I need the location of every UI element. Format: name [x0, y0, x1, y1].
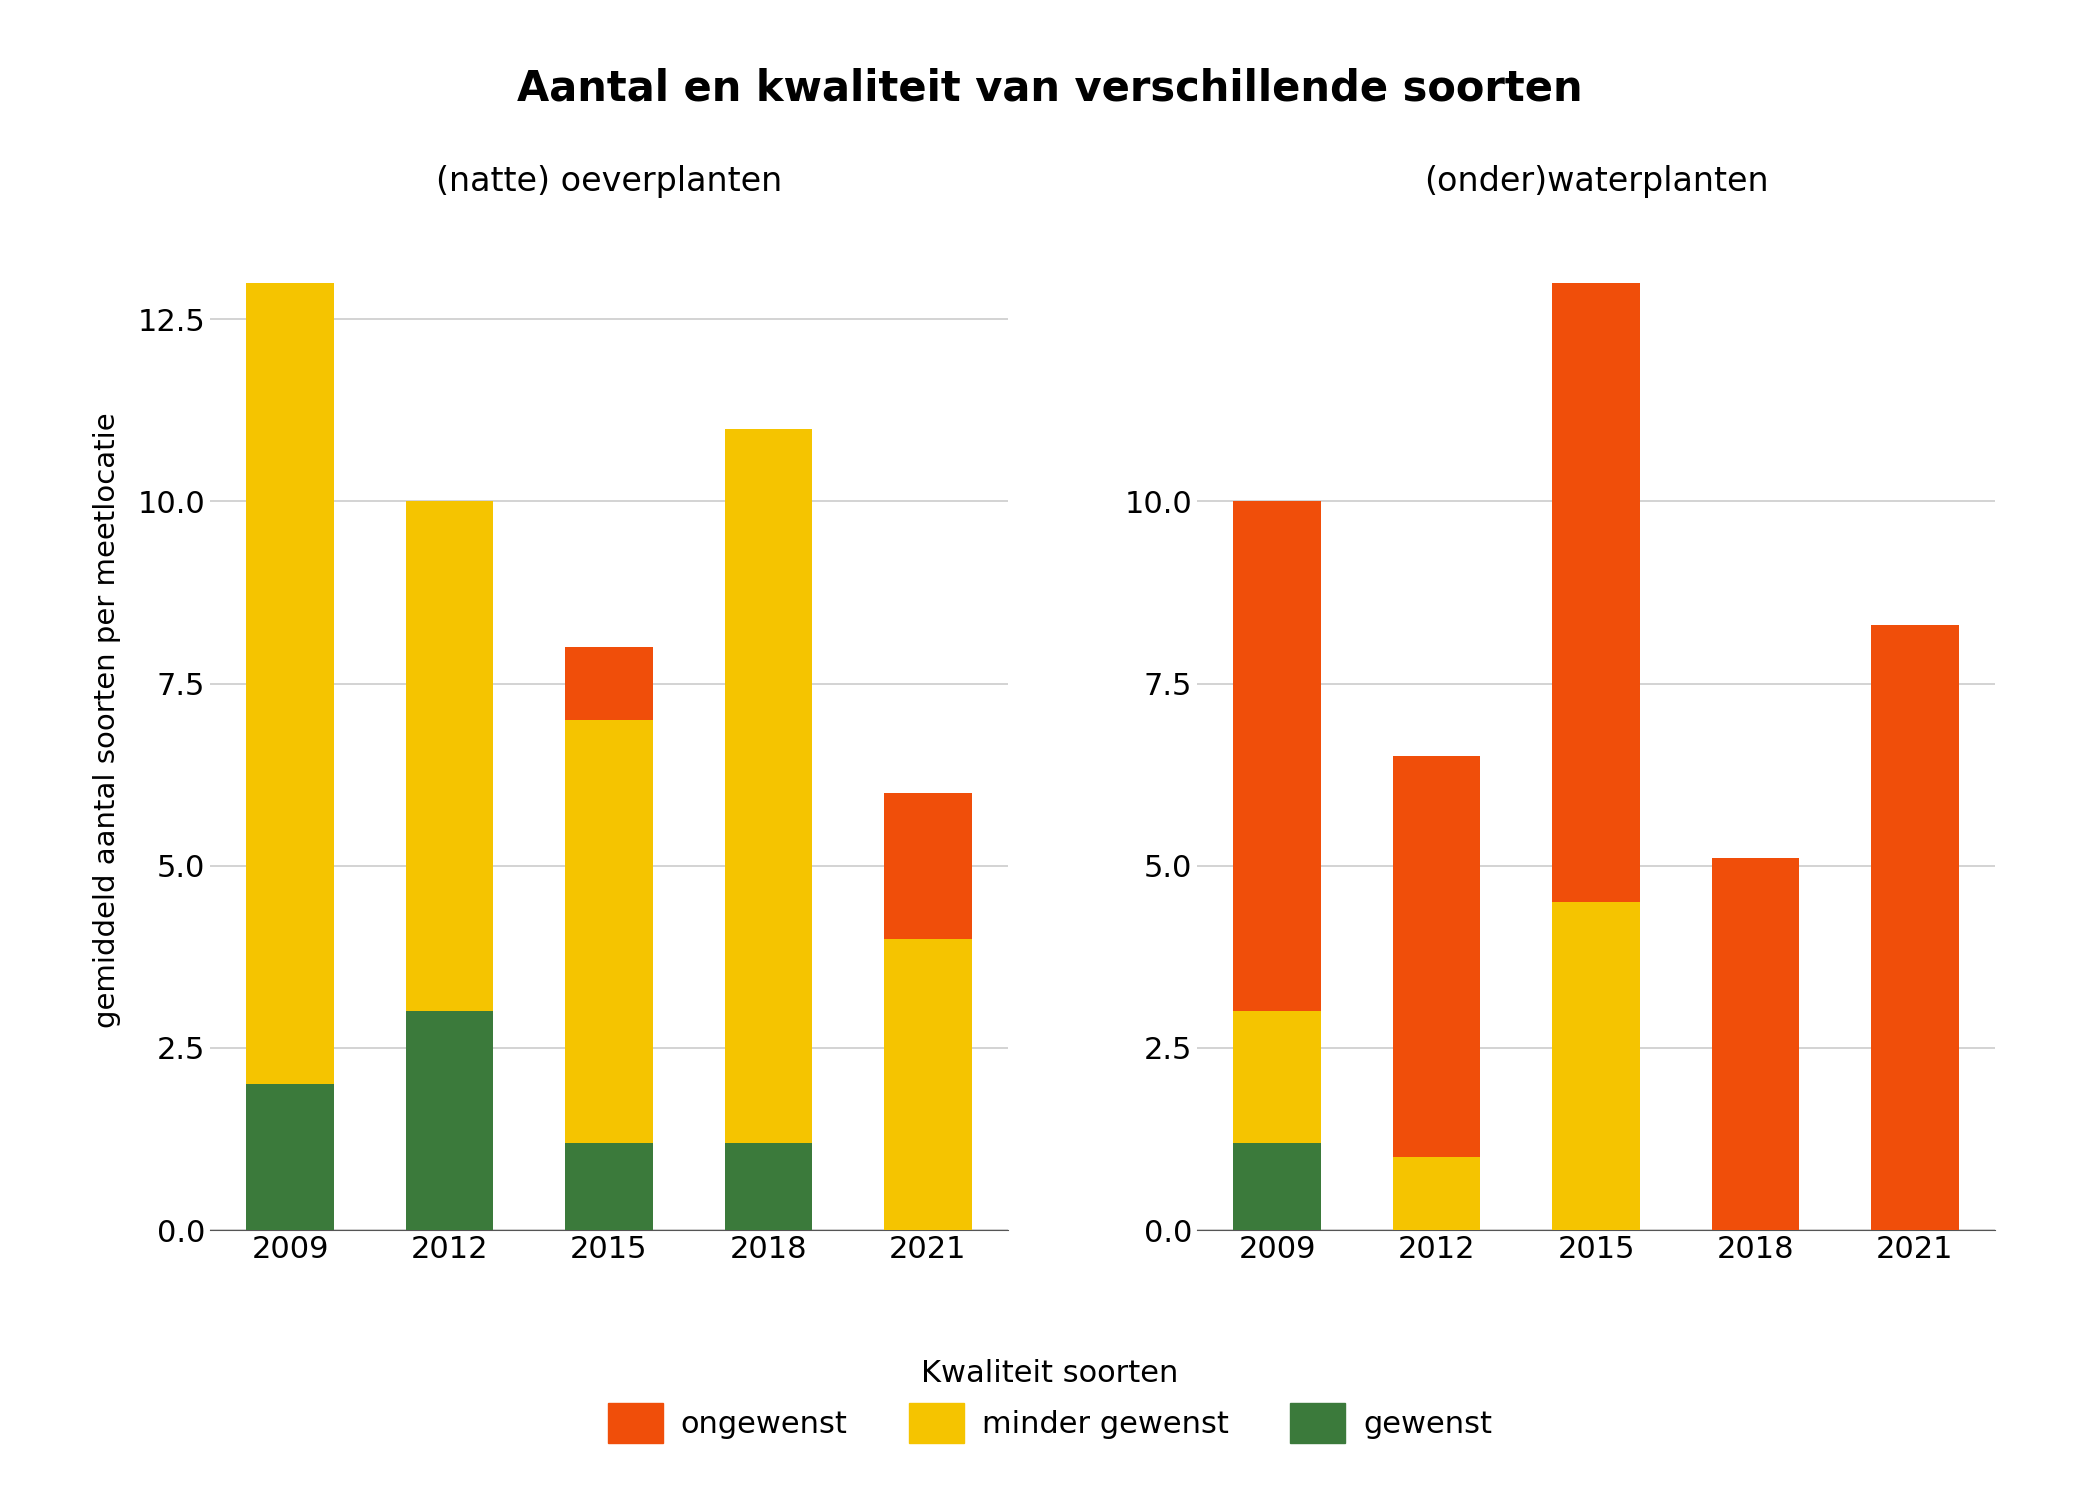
Bar: [246, 1084, 334, 1230]
Bar: [1233, 1011, 1321, 1143]
Bar: [1233, 1143, 1321, 1230]
Bar: [405, 1011, 494, 1230]
Bar: [405, 501, 494, 1011]
Bar: [1233, 501, 1321, 1011]
Bar: [1871, 626, 1959, 1230]
Bar: [884, 939, 972, 1230]
Title: (onder)waterplanten: (onder)waterplanten: [1424, 165, 1768, 198]
Bar: [246, 284, 334, 1084]
Title: (natte) oeverplanten: (natte) oeverplanten: [437, 165, 781, 198]
Bar: [565, 1143, 653, 1230]
Bar: [1552, 902, 1640, 1230]
Bar: [724, 429, 813, 1143]
Bar: [1392, 1156, 1480, 1230]
Bar: [565, 646, 653, 720]
Bar: [1712, 858, 1800, 1230]
Bar: [1552, 284, 1640, 902]
Legend: ongewenst, minder gewenst, gewenst: ongewenst, minder gewenst, gewenst: [594, 1347, 1506, 1455]
Y-axis label: gemiddeld aantal soorten per meetlocatie: gemiddeld aantal soorten per meetlocatie: [92, 413, 120, 1028]
Bar: [1392, 756, 1480, 1156]
Bar: [724, 1143, 813, 1230]
Text: Aantal en kwaliteit van verschillende soorten: Aantal en kwaliteit van verschillende so…: [517, 68, 1583, 110]
Bar: [565, 720, 653, 1143]
Bar: [884, 794, 972, 939]
